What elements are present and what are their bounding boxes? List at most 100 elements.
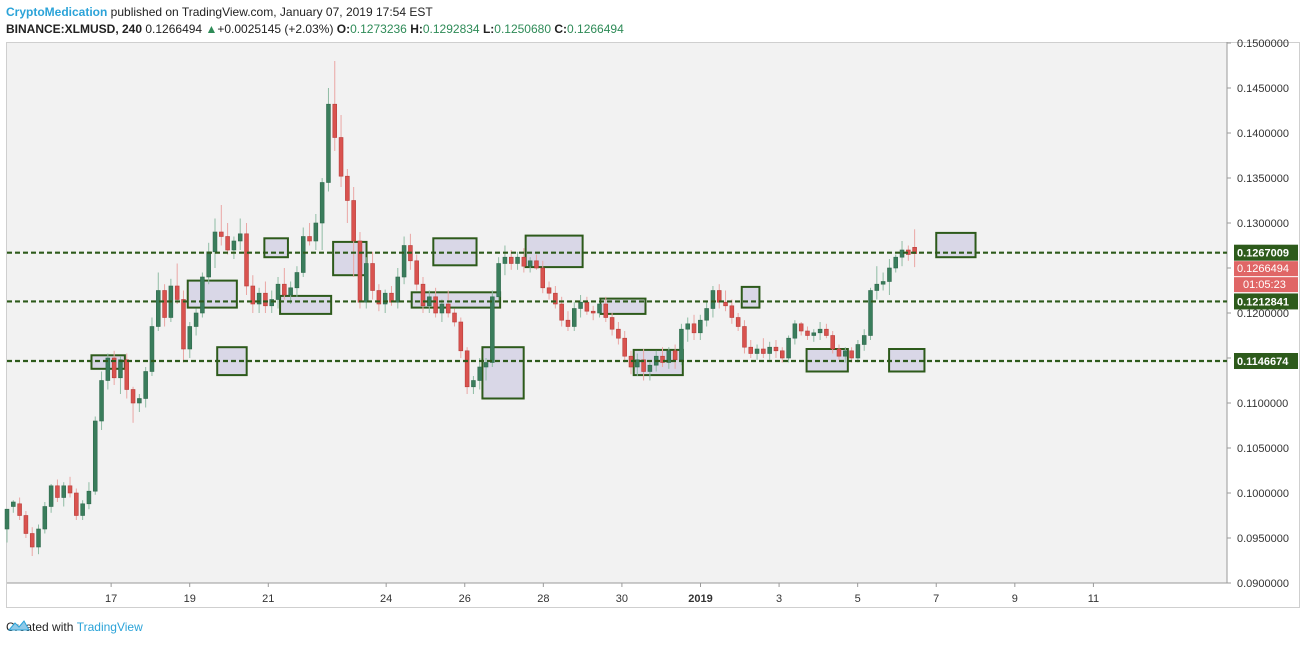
zone-box[interactable] xyxy=(481,346,525,400)
y-tick-label: 0.1300000 xyxy=(1237,218,1289,230)
publish-info: CryptoMedication published on TradingVie… xyxy=(6,5,433,19)
candle-body xyxy=(761,348,766,354)
candle-body xyxy=(635,359,640,368)
candle-body xyxy=(162,290,167,318)
x-tick-label: 9 xyxy=(1012,593,1018,605)
candle-body xyxy=(553,292,558,305)
candle-body xyxy=(874,283,880,291)
candle-body xyxy=(735,317,741,327)
candle-body xyxy=(704,308,709,321)
candle-body xyxy=(193,312,199,327)
candle-body xyxy=(786,337,791,359)
candle-body xyxy=(824,328,829,336)
current-price-label: 0.1266494 xyxy=(1237,263,1289,275)
candle-body xyxy=(300,236,306,273)
candle-body xyxy=(92,420,98,492)
candle-body xyxy=(17,503,22,516)
author-link[interactable]: CryptoMedication xyxy=(6,5,108,19)
candle-body xyxy=(811,332,817,336)
candle-body xyxy=(149,326,155,372)
zone-box[interactable] xyxy=(740,285,761,309)
candle-body xyxy=(458,321,464,352)
x-tick-label: 21 xyxy=(262,593,274,605)
close-label: C: xyxy=(554,22,568,36)
x-tick-label: 7 xyxy=(933,593,939,605)
candle-body xyxy=(36,528,41,548)
candle-body xyxy=(471,380,476,388)
high-value: 0.1292834 xyxy=(422,22,480,36)
candle-body xyxy=(67,485,73,494)
candle-body xyxy=(364,263,369,303)
candle-body xyxy=(861,335,867,345)
candle-body xyxy=(710,290,716,309)
candle-body xyxy=(502,256,508,264)
candle-body xyxy=(105,357,111,381)
zone-box[interactable] xyxy=(524,234,584,269)
candle-body xyxy=(836,348,842,357)
y-tick-label: 0.1100000 xyxy=(1237,398,1288,410)
candle-body xyxy=(742,326,747,348)
open-label: O: xyxy=(336,22,351,36)
candle-body xyxy=(219,231,224,237)
candle-body xyxy=(597,303,602,314)
x-tick-label: 17 xyxy=(105,593,117,605)
candle-body xyxy=(609,317,615,330)
candle-body xyxy=(679,328,684,361)
candle-body xyxy=(868,290,873,336)
candle-body xyxy=(546,287,552,294)
candle-body xyxy=(29,533,35,548)
candle-body xyxy=(729,305,735,318)
candle-body xyxy=(275,283,281,300)
candle-body xyxy=(830,335,835,350)
candle-body xyxy=(616,328,621,339)
candle-body xyxy=(124,359,130,390)
zone-box[interactable] xyxy=(186,279,238,309)
candle-body xyxy=(80,503,85,516)
candle-body xyxy=(137,398,142,404)
candle-body xyxy=(111,357,117,379)
y-tick-label: 0.0950000 xyxy=(1237,533,1289,545)
tradingview-brand-link[interactable]: TradingView xyxy=(76,620,143,634)
candle-body xyxy=(319,182,325,224)
candle-body xyxy=(401,245,407,278)
candle-body xyxy=(584,301,590,312)
zone-box[interactable] xyxy=(263,237,289,259)
candle-body xyxy=(887,267,892,282)
candle-body xyxy=(42,506,48,530)
candle-body xyxy=(849,350,854,359)
candle-body xyxy=(395,276,401,303)
x-tick-label: 26 xyxy=(459,593,471,605)
low-label: L: xyxy=(482,22,495,36)
candle-body xyxy=(61,485,66,498)
candle-body xyxy=(11,501,16,507)
candle-body xyxy=(313,222,319,242)
zone-box[interactable] xyxy=(279,294,333,315)
candle-body xyxy=(490,296,495,363)
countdown-label: 01:05:23 xyxy=(1243,279,1286,291)
candle-body xyxy=(622,337,627,357)
candle-body xyxy=(792,323,798,339)
candle-body xyxy=(590,310,596,314)
candle-body xyxy=(880,281,886,285)
level-price-badge xyxy=(1234,293,1298,310)
high-label: H: xyxy=(410,22,423,36)
candle-body xyxy=(477,366,482,381)
x-tick-label: 30 xyxy=(616,593,628,605)
candle-body xyxy=(603,303,609,318)
level-price-label: 0.1267009 xyxy=(1237,248,1289,260)
candle-body xyxy=(578,301,583,309)
y-tick-label: 0.0900000 xyxy=(1237,578,1289,590)
y-tick-label: 0.1350000 xyxy=(1237,173,1289,185)
candle-body xyxy=(307,236,312,242)
candle-body xyxy=(439,303,445,314)
tradingview-logo-icon xyxy=(8,620,30,631)
candle-body xyxy=(250,285,256,305)
candle-body xyxy=(685,323,690,330)
x-tick-label: 5 xyxy=(855,593,861,605)
candle-body xyxy=(647,364,653,372)
candle-body xyxy=(452,312,457,323)
candle-body xyxy=(445,303,451,314)
candle-body xyxy=(357,240,363,303)
candle-body xyxy=(805,330,810,336)
